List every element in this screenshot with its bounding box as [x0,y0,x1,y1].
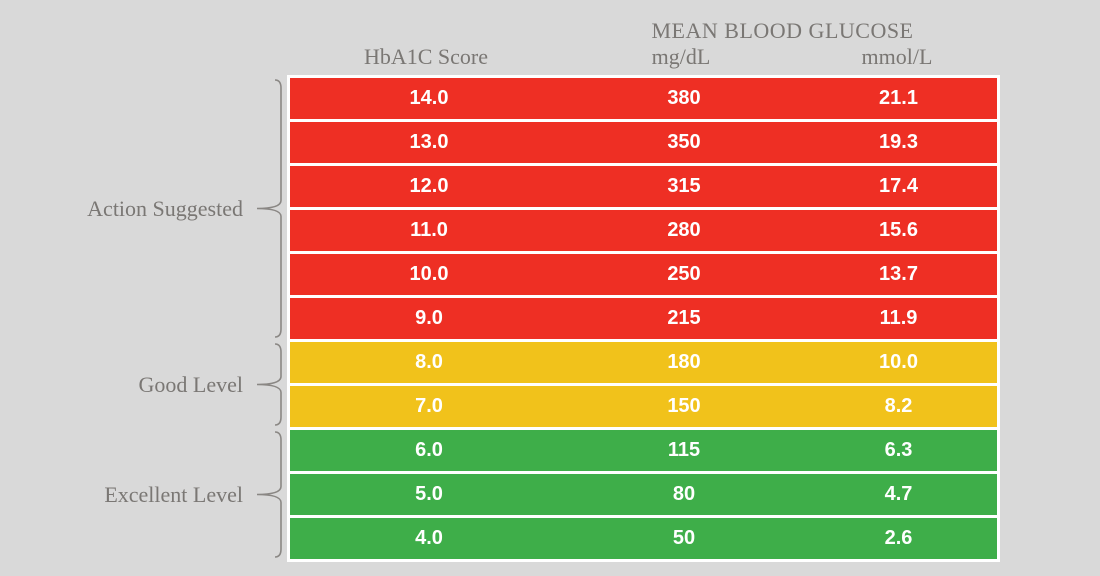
chart-stage: MEAN BLOOD GLUCOSE HbA1C Score mg/dL mmo… [0,0,1100,576]
bracket-excellent-level [0,0,1100,576]
